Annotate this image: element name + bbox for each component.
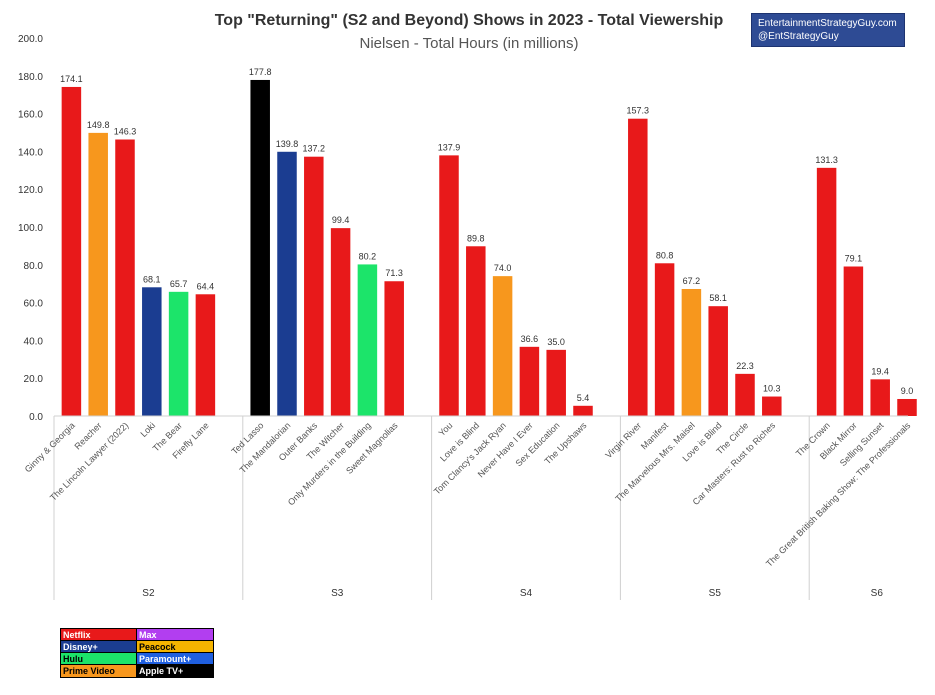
group-label: S4 bbox=[520, 588, 533, 599]
y-tick-label: 120.0 bbox=[18, 185, 43, 196]
legend-item: Peacock bbox=[137, 641, 213, 653]
data-label: 80.8 bbox=[656, 250, 674, 260]
legend-item: Prime Video bbox=[61, 665, 137, 677]
data-label: 35.0 bbox=[547, 337, 565, 347]
bar bbox=[115, 139, 135, 417]
bar bbox=[168, 291, 189, 416]
bar bbox=[870, 379, 890, 416]
bar bbox=[330, 228, 351, 416]
bar bbox=[492, 276, 513, 416]
bar bbox=[843, 266, 864, 416]
bar bbox=[681, 288, 702, 416]
data-label: 65.7 bbox=[170, 279, 188, 289]
bar bbox=[573, 405, 593, 416]
y-tick-label: 40.0 bbox=[24, 336, 44, 347]
data-label: 10.3 bbox=[763, 384, 781, 394]
bar bbox=[546, 349, 566, 416]
group-label: S5 bbox=[709, 588, 722, 599]
data-label: 177.8 bbox=[249, 67, 272, 77]
x-tick-label: Virgin River bbox=[603, 420, 643, 460]
bar bbox=[466, 246, 486, 416]
x-tick-label: Loki bbox=[138, 420, 157, 439]
y-tick-label: 180.0 bbox=[18, 72, 43, 83]
bar bbox=[735, 373, 755, 416]
x-tick-label: You bbox=[437, 420, 455, 438]
y-tick-label: 80.0 bbox=[24, 261, 44, 272]
data-label: 74.0 bbox=[494, 263, 512, 273]
data-label: 58.1 bbox=[709, 293, 727, 303]
data-label: 22.3 bbox=[736, 361, 754, 371]
bar bbox=[708, 306, 728, 416]
bar bbox=[897, 398, 917, 416]
bar bbox=[277, 151, 297, 416]
data-label: 80.2 bbox=[359, 251, 377, 261]
chart-subtitle: Nielsen - Total Hours (in millions) bbox=[360, 35, 579, 52]
bar bbox=[519, 346, 540, 416]
data-label: 71.3 bbox=[385, 268, 403, 278]
data-label: 174.1 bbox=[60, 74, 83, 84]
y-tick-label: 0.0 bbox=[29, 412, 43, 423]
x-tick-label: Ginny & Georgia bbox=[23, 420, 77, 474]
bar bbox=[357, 264, 378, 416]
y-tick-label: 60.0 bbox=[24, 299, 44, 310]
bar bbox=[816, 167, 837, 416]
chart-title: Top "Returning" (S2 and Beyond) Shows in… bbox=[215, 12, 724, 29]
group-label: S2 bbox=[142, 588, 155, 599]
credit-website: EntertainmentStrategyGuy.com bbox=[758, 18, 897, 29]
data-label: 89.8 bbox=[467, 233, 485, 243]
bar bbox=[439, 155, 459, 416]
data-label: 137.9 bbox=[438, 142, 461, 152]
credit-box: EntertainmentStrategyGuy.com @EntStrateg… bbox=[751, 13, 905, 47]
data-label: 99.4 bbox=[332, 215, 350, 225]
bar bbox=[195, 294, 216, 416]
bars: 174.1 149.8 146.3 68.1 65.7 64.4 177.8 139.8 137… bbox=[60, 67, 917, 417]
legend-item: Disney+ bbox=[61, 641, 137, 653]
data-label: 68.1 bbox=[143, 274, 161, 284]
legend-item: Netflix bbox=[61, 629, 137, 641]
y-tick-label: 20.0 bbox=[24, 374, 44, 385]
bar bbox=[61, 86, 82, 417]
group-label: S6 bbox=[871, 588, 884, 599]
legend-item: Hulu bbox=[61, 653, 137, 665]
bar bbox=[628, 118, 648, 416]
legend-item: Apple TV+ bbox=[137, 665, 213, 677]
x-tick-label: Sweet Magnolias bbox=[344, 420, 400, 476]
data-label: 5.4 bbox=[577, 393, 590, 403]
data-label: 9.0 bbox=[901, 386, 914, 396]
legend-item: Max bbox=[137, 629, 213, 641]
group-label: S3 bbox=[331, 588, 344, 599]
bar bbox=[762, 396, 782, 416]
data-label: 157.3 bbox=[627, 106, 650, 116]
y-tick-label: 140.0 bbox=[18, 147, 43, 158]
y-tick-label: 200.0 bbox=[18, 34, 43, 45]
y-tick-label: 160.0 bbox=[18, 110, 43, 121]
data-label: 149.8 bbox=[87, 120, 110, 130]
bar bbox=[88, 132, 108, 417]
data-label: 67.2 bbox=[683, 276, 701, 286]
bar bbox=[304, 156, 324, 416]
data-label: 131.3 bbox=[815, 155, 838, 165]
data-label: 79.1 bbox=[845, 254, 863, 264]
credit-handle: @EntStrategyGuy bbox=[758, 31, 839, 42]
bar bbox=[142, 287, 162, 416]
y-axis: 0.0 20.0 40.0 60.0 80.0 100.0 120.0 140.0 160.0 1… bbox=[18, 34, 43, 423]
bar bbox=[654, 263, 675, 416]
data-label: 64.4 bbox=[197, 281, 215, 291]
streamer-legend: Netflix Max Disney+ Peacock Hulu Paramount+ Pr… bbox=[60, 628, 214, 678]
bar bbox=[384, 281, 404, 416]
legend-item: Paramount+ bbox=[137, 653, 213, 665]
data-label: 137.2 bbox=[303, 144, 326, 154]
data-label: 139.8 bbox=[276, 139, 299, 149]
y-tick-label: 100.0 bbox=[18, 223, 43, 234]
data-label: 36.6 bbox=[521, 334, 539, 344]
data-label: 19.4 bbox=[871, 366, 889, 376]
data-label: 146.3 bbox=[114, 126, 137, 136]
bar bbox=[250, 79, 270, 416]
